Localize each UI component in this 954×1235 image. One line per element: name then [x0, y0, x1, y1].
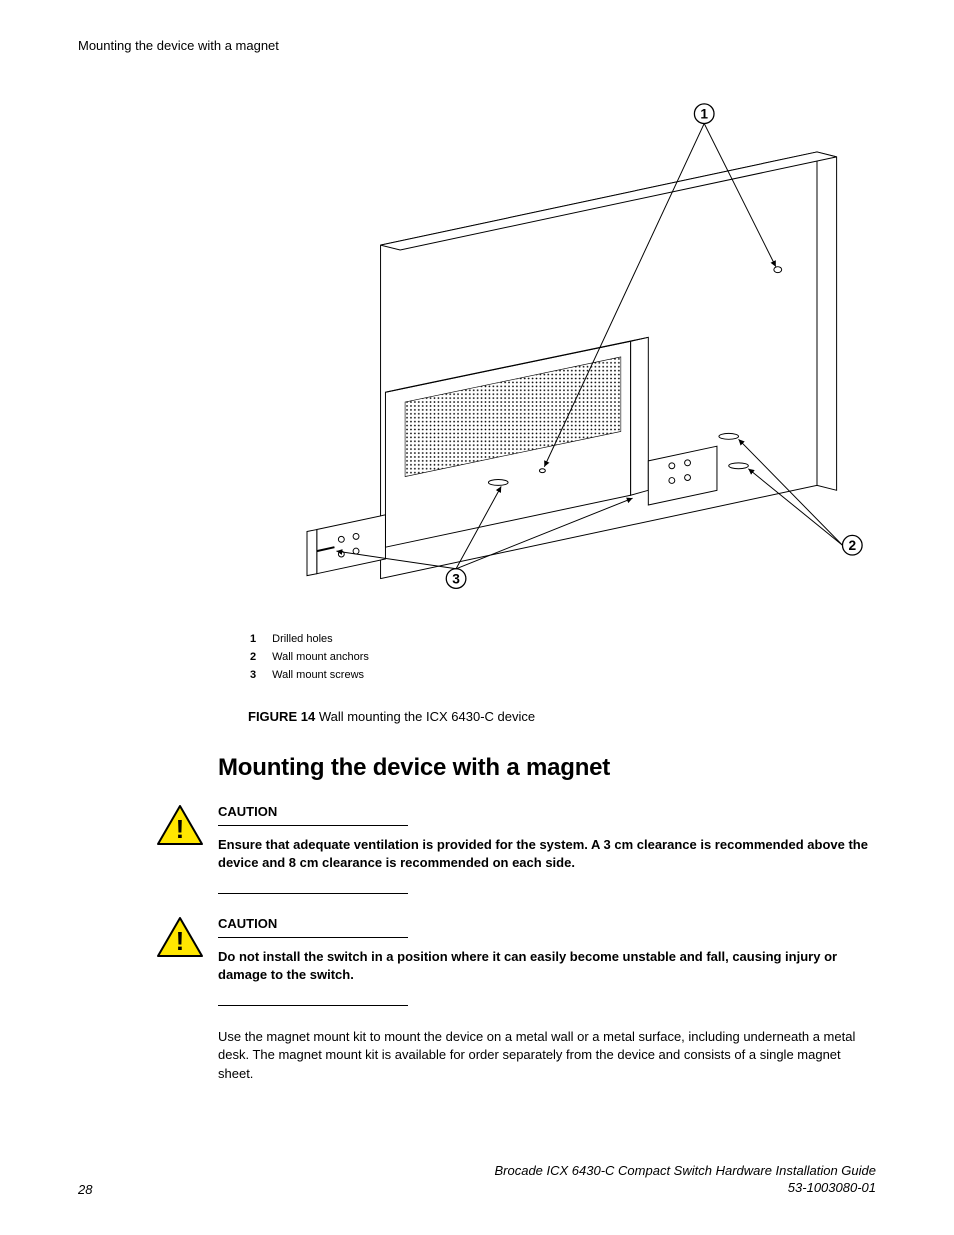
caution-text: Do not install the switch in a position … [218, 948, 876, 983]
legend-text: Wall mount screws [272, 669, 369, 685]
wall-mount-diagram-svg: 1 2 3 [248, 98, 876, 608]
page-number: 28 [78, 1182, 92, 1197]
warning-bang: ! [176, 926, 185, 956]
caution-text: Ensure that adequate ventilation is prov… [218, 836, 876, 871]
callout-2-num: 2 [848, 538, 856, 553]
figure-diagram: 1 2 3 [248, 93, 888, 613]
callout-1-num: 1 [700, 107, 708, 122]
legend-text: Drilled holes [272, 633, 369, 649]
legend-num: 2 [250, 651, 270, 667]
warning-bang: ! [176, 814, 185, 844]
figure-legend: 1 Drilled holes 2 Wall mount anchors 3 W… [248, 631, 371, 687]
legend-row: 1 Drilled holes [250, 633, 369, 649]
running-header: Mounting the device with a magnet [78, 38, 876, 53]
footer-doc-number: 53-1003080-01 [494, 1180, 876, 1197]
warning-icon: ! [156, 804, 204, 851]
caution-block: ! CAUTION Ensure that adequate ventilati… [156, 804, 876, 871]
figure-caption: FIGURE 14 Wall mounting the ICX 6430-C d… [248, 709, 876, 724]
separator-rule [218, 1005, 408, 1006]
caution-block: ! CAUTION Do not install the switch in a… [156, 916, 876, 983]
legend-text: Wall mount anchors [272, 651, 369, 667]
figure-label: FIGURE 14 [248, 709, 315, 724]
callout-3-num: 3 [452, 571, 460, 586]
legend-num: 1 [250, 633, 270, 649]
legend-row: 3 Wall mount screws [250, 669, 369, 685]
legend-row: 2 Wall mount anchors [250, 651, 369, 667]
body-paragraph: Use the magnet mount kit to mount the de… [218, 1028, 876, 1083]
section-title: Mounting the device with a magnet [218, 754, 876, 782]
figure-caption-text: Wall mounting the ICX 6430-C device [319, 709, 535, 724]
caution-label: CAUTION [218, 916, 408, 938]
page-footer: 28 Brocade ICX 6430-C Compact Switch Har… [78, 1163, 876, 1197]
warning-icon: ! [156, 916, 204, 963]
separator-rule [218, 893, 408, 894]
caution-label: CAUTION [218, 804, 408, 826]
footer-doc-title: Brocade ICX 6430-C Compact Switch Hardwa… [494, 1163, 876, 1180]
legend-num: 3 [250, 669, 270, 685]
